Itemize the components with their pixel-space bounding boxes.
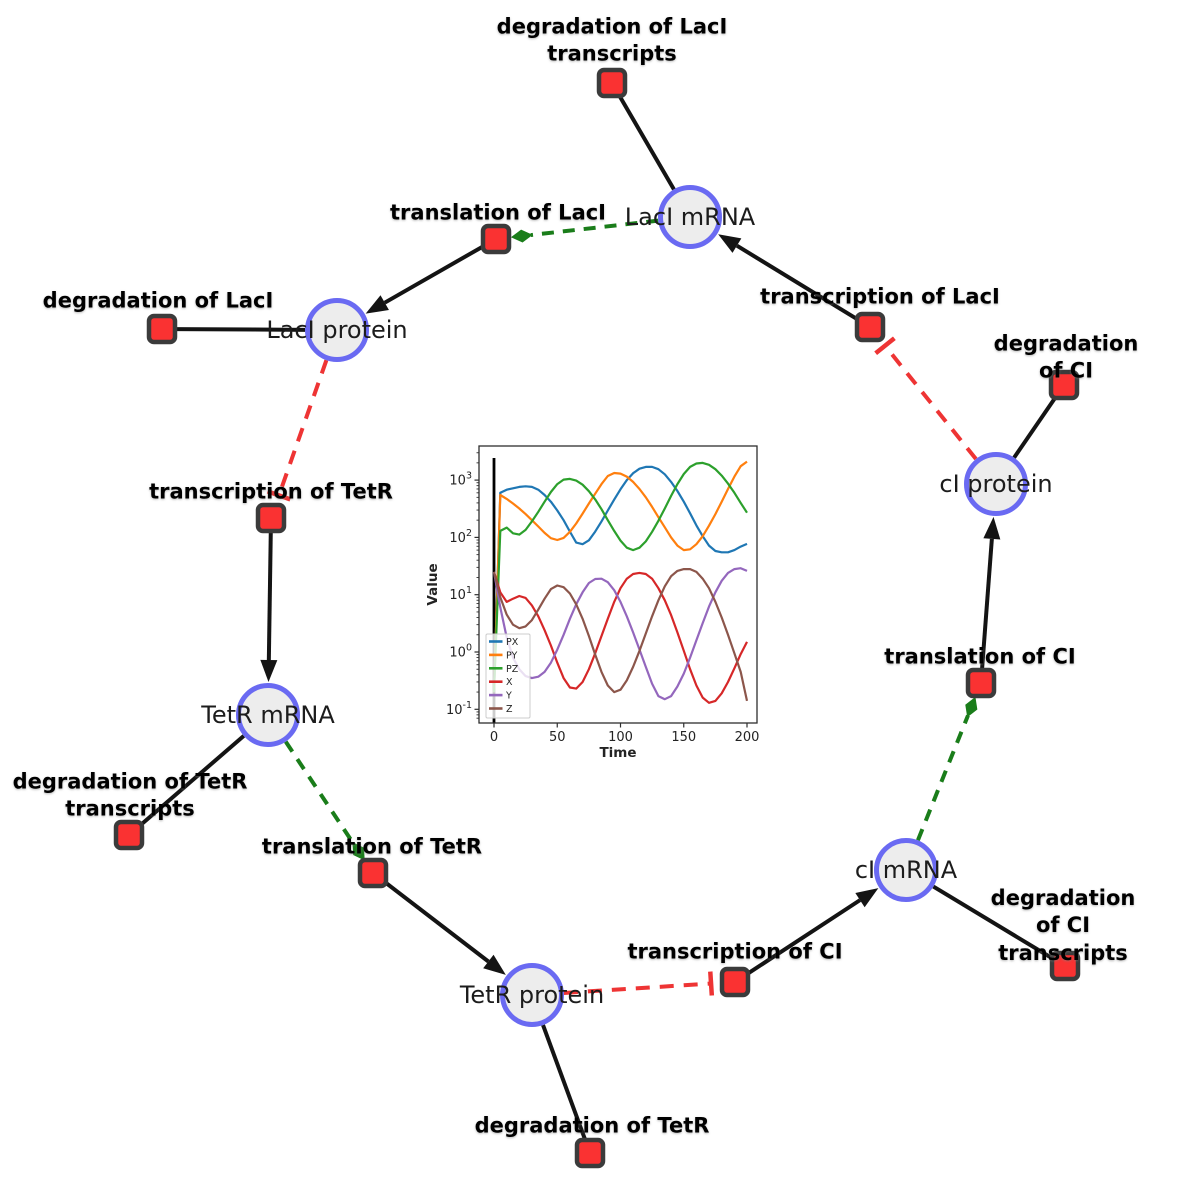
edge-laci_mrna-to-transl_laci (530, 218, 659, 238)
y-tick-label: 102 (449, 528, 472, 546)
legend-label-PY: PY (506, 650, 518, 661)
series-line-Y (492, 567, 748, 701)
edge-transl_tetr-to-tetr_protein (382, 879, 490, 964)
diamond-arrowhead-icon (965, 696, 978, 718)
edge-txn_tetr-to-tetr_mrna (266, 531, 273, 661)
arrowhead-icon (855, 888, 879, 908)
chart-legend: PX PY PZ XYZ (485, 633, 531, 719)
inhibition-bar-icon (874, 336, 896, 355)
reaction-node-transl_ci (965, 667, 997, 699)
series-line-PX (492, 465, 748, 693)
edge-tetr_protein-to-txn_ci (563, 981, 712, 995)
y-tick-label: 103 (449, 471, 472, 489)
species-node-laci_mrna (658, 185, 722, 249)
series-line-PY (492, 460, 748, 693)
inhibition-bar-icon (708, 971, 715, 996)
reaction-node-deg_ci_tx (1049, 950, 1081, 982)
arrowhead-icon (983, 516, 1001, 540)
species-node-ci_mrna (874, 838, 938, 902)
arrowhead-icon (718, 234, 742, 253)
x-tick-label: 0 (490, 730, 498, 745)
edge-laci_mrna-to-deg_laci_tx (617, 94, 676, 191)
edge-transl_laci-to-laci_protein (383, 244, 485, 305)
edge-txn_laci-to-laci_mrna (735, 243, 860, 322)
arrowhead-icon (260, 659, 278, 683)
x-tick-label: 50 (549, 730, 566, 745)
edge-ci_mrna-to-deg_ci_tx (932, 884, 1055, 961)
edge-ci_mrna-to-transl_ci (916, 714, 970, 842)
reaction-node-deg_laci_tx (596, 67, 628, 99)
species-node-laci_protein (305, 298, 369, 362)
species-node-ci_protein (964, 452, 1028, 516)
series-line-PZ (492, 461, 748, 693)
inhibition-bar-icon (266, 489, 292, 502)
diamond-arrowhead-icon (510, 229, 533, 243)
chart-y-axis-label: Value (425, 563, 441, 605)
reaction-node-txn_ci (719, 966, 751, 998)
diamond-arrowhead-icon (352, 842, 365, 861)
species-node-tetr_mrna (236, 683, 300, 747)
arrowhead-icon (483, 954, 506, 975)
x-tick-label: 150 (671, 730, 696, 745)
plot-frame (478, 445, 758, 724)
reaction-node-txn_tetr (255, 502, 287, 534)
edge-tetr_protein-to-deg_tetr (541, 1024, 588, 1141)
reaction-node-deg_ci (1048, 369, 1080, 401)
edge-ci_protein-to-txn_laci (883, 344, 978, 461)
arrowhead-icon (365, 295, 389, 314)
nodes-layer (113, 67, 1081, 1169)
reaction-node-deg_tetr (574, 1137, 606, 1169)
reaction-node-deg_laci (146, 313, 178, 345)
reaction-node-transl_laci (480, 223, 512, 255)
edge-txn_ci-to-ci_mrna (745, 898, 862, 977)
y-tick-label: 101 (449, 585, 472, 603)
reaction-node-deg_tetr_tx (113, 819, 145, 851)
legend-label-PX: PX (506, 637, 519, 648)
edge-ci_protein-to-deg_ci (1012, 395, 1058, 459)
edge-tetr_mrna-to-transl_tetr (284, 740, 356, 845)
y-tick-label: 10-1 (446, 700, 472, 718)
edge-transl_ci-to-ci_protein (980, 538, 994, 670)
legend-label-X: X (506, 677, 513, 688)
species-node-tetr_protein (500, 963, 564, 1027)
edges-layer (138, 94, 1058, 1141)
legend-label-Z: Z (506, 704, 513, 715)
reaction-node-transl_tetr (357, 857, 389, 889)
series-line-Z (492, 568, 749, 702)
edge-laci_protein-to-deg_laci (175, 327, 306, 332)
y-tick-label: 100 (449, 643, 472, 661)
reaction-node-txn_laci (854, 311, 886, 343)
edge-laci_protein-to-txn_tetr (277, 359, 329, 497)
chart-x-axis-label: Time (599, 745, 636, 761)
legend-label-Y: Y (505, 691, 512, 702)
series-line-X (492, 571, 748, 704)
edge-tetr_mrna-to-deg_tetr_tx (138, 734, 246, 828)
x-tick-label: 200 (735, 730, 760, 745)
x-tick-label: 100 (608, 730, 633, 745)
legend-label-PZ: PZ (506, 664, 519, 675)
